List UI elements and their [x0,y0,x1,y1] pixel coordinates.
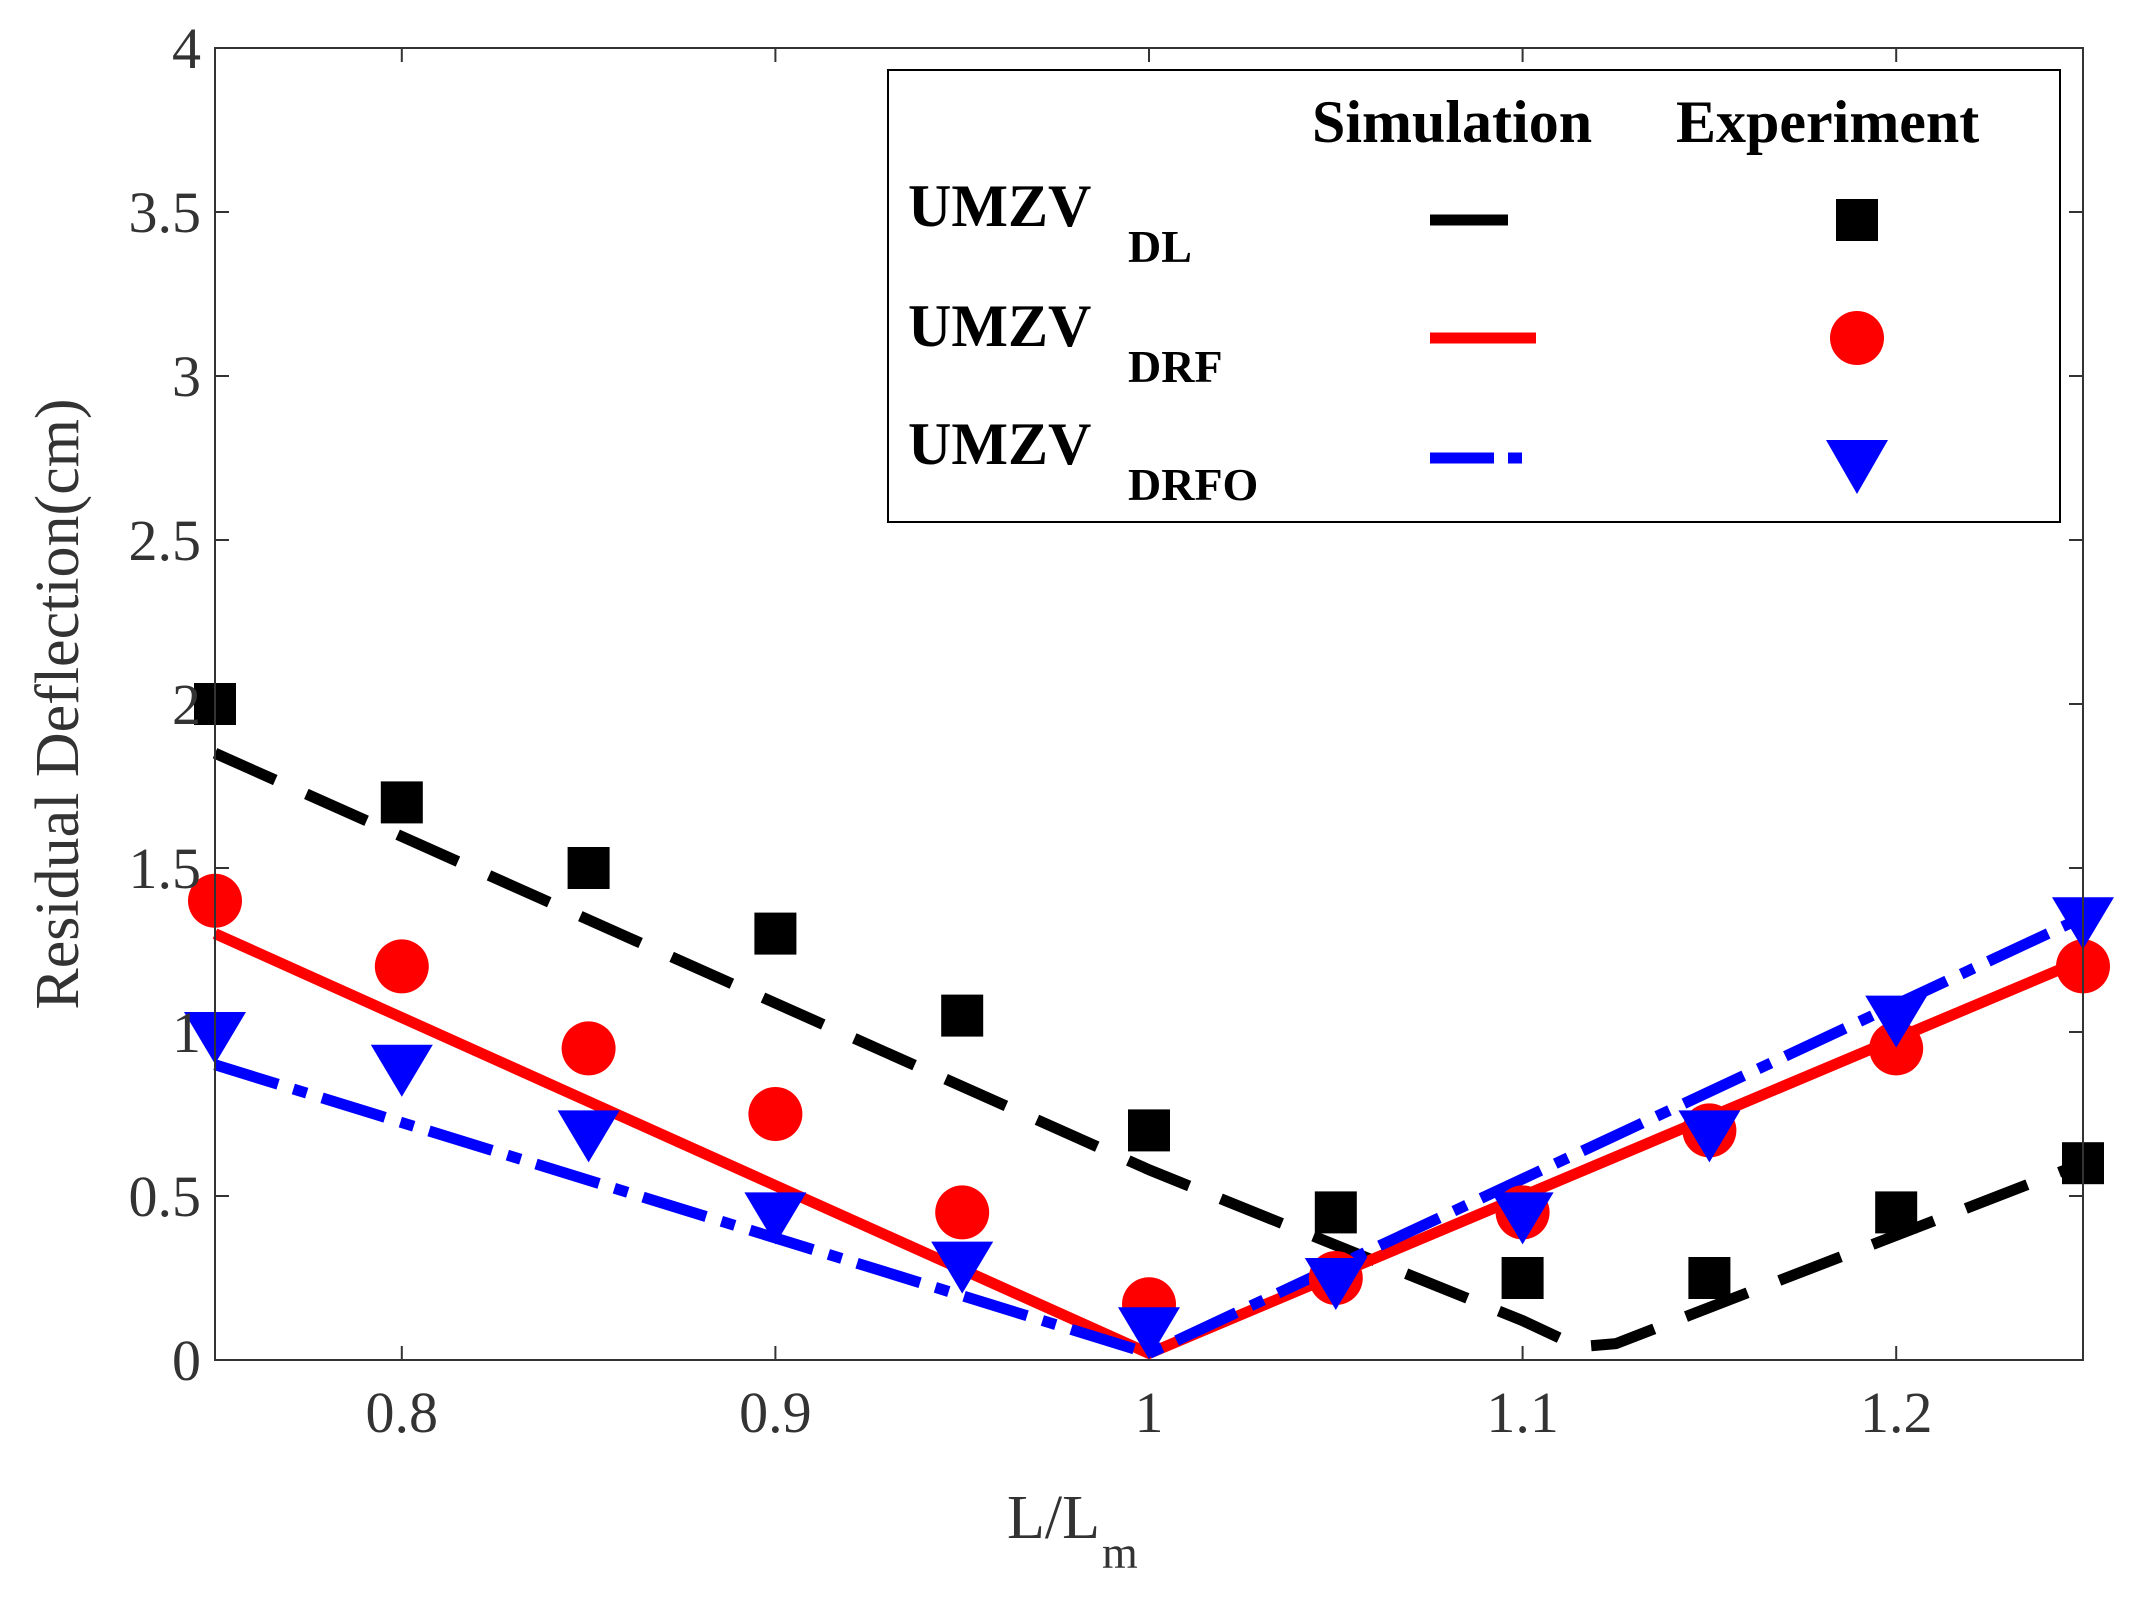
legend-col-simulation: Simulation [1312,89,1592,155]
legend-entry-drfo-name: UMZV [908,411,1091,477]
data-point-triangle [1491,1192,1554,1245]
x-axis-label: L/L [1007,1484,1100,1552]
y-tick-label: 1 [172,1000,201,1065]
data-point-circle [374,939,429,994]
data-point-square [567,847,610,889]
data-point-triangle [744,1192,807,1245]
legend-marker-circle [1830,311,1884,365]
plot-frame [214,47,2084,1361]
legend-entry-drfo-sub: DRFO [1128,459,1258,510]
y-tick-label: 0 [172,1328,201,1393]
data-point-triangle [1118,1307,1180,1360]
data-point-triangle [931,1241,994,1294]
marker-layer [184,683,2114,1360]
legend-entry-drf-sub: DRF [1128,341,1223,392]
legend-entry-dl-sub: DL [1128,221,1192,272]
data-point-square [380,781,423,824]
y-tick-label: 2.5 [129,508,202,573]
tick-labels: 0.8 0.9 1 1.1 1.2 0 0.5 1 1.5 2 2.5 3 3.5 4 [129,16,1933,1445]
data-point-square [1875,1191,1918,1234]
data-point-square [941,994,984,1037]
data-point-square [1314,1191,1357,1234]
data-point-square [1501,1257,1544,1299]
y-axis-label: Residual Deflection(cm) [24,398,92,1009]
legend: Simulation Experiment UMZV DL UMZV DRF U… [887,69,2061,523]
data-point-circle [561,1021,616,1076]
legend-marker-square [1836,199,1878,241]
y-tick-label: 3 [172,344,201,409]
data-point-circle [935,1185,990,1240]
data-point-square [754,912,797,955]
data-point-triangle [1304,1258,1367,1310]
data-point-triangle [1865,995,1928,1048]
y-tick-label: 4 [172,16,201,81]
x-tick-label: 1.1 [1486,1380,1559,1445]
y-tick-label: 3.5 [129,180,202,245]
x-tick-label: 1 [1135,1380,1164,1445]
x-tick-label: 0.8 [366,1380,439,1445]
y-tick-label: 0.5 [129,1164,202,1229]
data-point-triangle [1678,1110,1741,1163]
legend-col-experiment: Experiment [1676,89,1979,155]
x-axis-label-subscript: m [1102,1527,1138,1578]
legend-marker-triangle [1826,440,1888,494]
y-tick-label: 1.5 [129,836,202,901]
data-point-square [1688,1257,1731,1299]
series-line-dashed [212,748,2085,1353]
x-tick-label: 0.9 [739,1380,812,1445]
data-point-triangle [370,1044,433,1097]
x-tick-label: 1.2 [1860,1380,1933,1445]
data-point-square [1128,1109,1170,1152]
data-point-triangle [557,1110,620,1163]
data-point-circle [1869,1021,1924,1076]
y-tick-label: 2 [172,672,201,737]
series-layer [212,748,2086,1359]
data-point-circle [748,1087,803,1141]
legend-entry-drf-name: UMZV [908,293,1091,359]
legend-entry-dl-name: UMZV [908,173,1091,239]
